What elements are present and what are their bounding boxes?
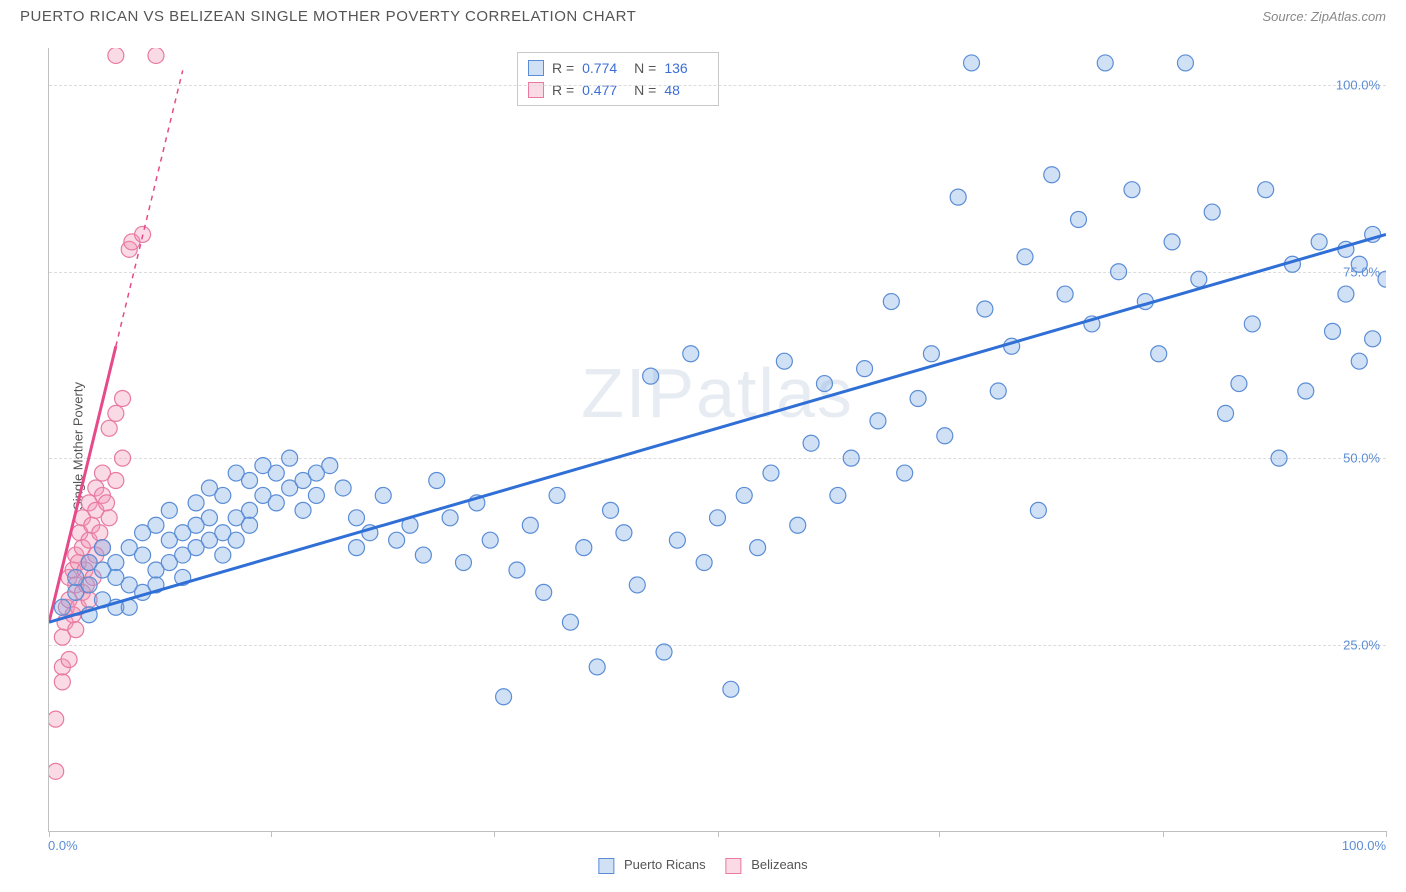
scatter-chart: ZIPatlas R = 0.774 N = 136 R = 0.477 N =… xyxy=(48,48,1386,832)
chart-title: PUERTO RICAN VS BELIZEAN SINGLE MOTHER P… xyxy=(20,8,636,25)
legend-label-pr: Puerto Ricans xyxy=(624,857,706,872)
chart-header: PUERTO RICAN VS BELIZEAN SINGLE MOTHER P… xyxy=(0,0,1406,29)
legend-bottom: Puerto Ricans Belizeans xyxy=(598,857,807,874)
legend-item-bz: Belizeans xyxy=(726,857,808,874)
legend-swatch-bz-icon xyxy=(726,858,742,874)
chart-source: Source: ZipAtlas.com xyxy=(1262,9,1386,24)
legend-item-pr: Puerto Ricans xyxy=(598,857,705,874)
legend-swatch-pr-icon xyxy=(598,858,614,874)
chart-svg xyxy=(49,48,1386,831)
x-axis-right-label: 100.0% xyxy=(1342,838,1386,853)
x-axis-left-label: 0.0% xyxy=(48,838,78,853)
legend-label-bz: Belizeans xyxy=(751,857,807,872)
